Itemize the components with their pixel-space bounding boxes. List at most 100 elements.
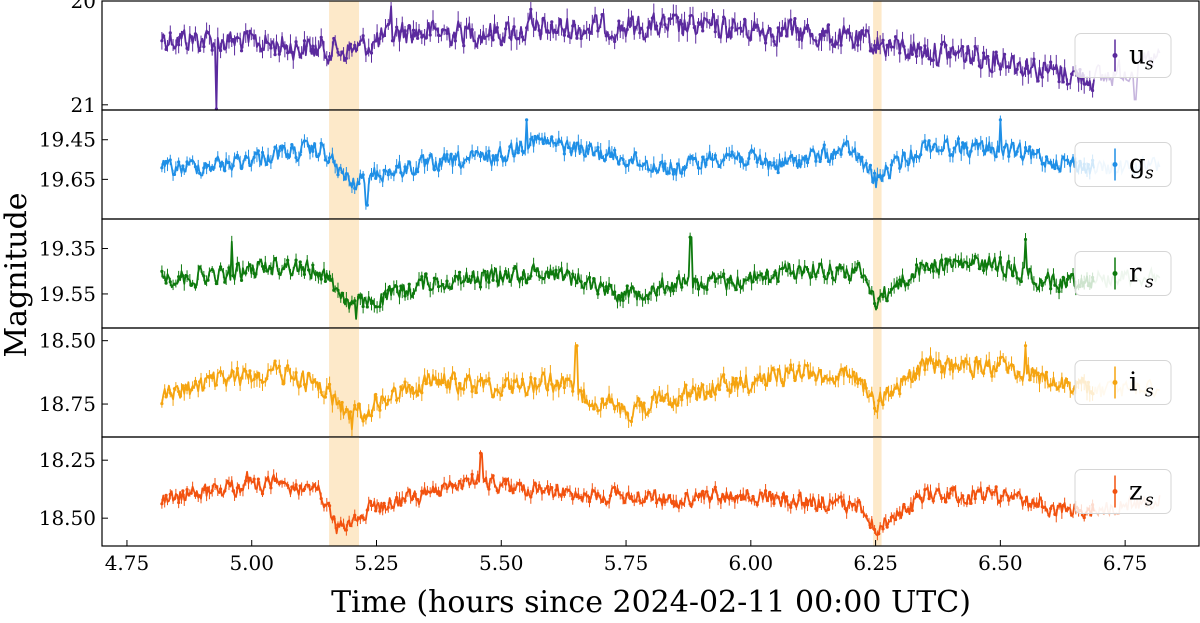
data-point: [445, 385, 449, 389]
data-point: [696, 166, 701, 170]
shaded-interval-1: [329, 110, 360, 219]
data-point: [281, 267, 286, 271]
data-point: [386, 505, 390, 510]
data-point: [893, 284, 898, 288]
data-point: [868, 525, 873, 530]
data-point: [198, 171, 202, 175]
data-point: [374, 176, 378, 180]
data-point: [327, 156, 332, 160]
data-point: [587, 30, 592, 34]
data-point: [835, 42, 839, 46]
data-point: [579, 495, 583, 500]
light-curve-i: [161, 344, 1095, 431]
data-point: [822, 505, 826, 509]
data-point: [554, 488, 558, 492]
data-point: [1011, 363, 1015, 368]
data-point: [944, 139, 948, 143]
data-point: [944, 500, 948, 504]
data-point: [281, 144, 286, 149]
data-point: [998, 67, 1002, 71]
data-point: [428, 381, 432, 385]
data-point: [365, 414, 369, 418]
data-point: [613, 485, 617, 490]
data-point: [814, 274, 818, 279]
data-point: [416, 170, 420, 174]
data-point: [1028, 502, 1032, 506]
data-point: [483, 479, 487, 483]
legend-dot: [1112, 489, 1118, 494]
y-tick-label: 19.45: [39, 128, 96, 152]
data-point: [696, 287, 701, 291]
data-point: [185, 46, 189, 50]
data-point: [177, 500, 181, 505]
data-point: [680, 22, 684, 26]
data-point: [571, 497, 575, 501]
data-point: [172, 172, 177, 177]
data-point: [462, 279, 466, 283]
data-point: [814, 39, 818, 43]
data-point: [525, 393, 529, 397]
data-point: [231, 274, 235, 278]
data-point: [474, 390, 478, 395]
data-point: [210, 165, 214, 169]
data-point: [571, 272, 575, 276]
data-point: [218, 48, 223, 53]
data-point: [713, 153, 717, 158]
data-point: [504, 482, 508, 486]
data-point: [177, 389, 181, 394]
data-point: [902, 279, 906, 284]
data-point: [487, 149, 491, 153]
data-point: [872, 527, 877, 532]
data-point: [281, 480, 286, 485]
data-point: [399, 503, 403, 507]
data-point: [307, 483, 311, 487]
data-point: [965, 146, 969, 150]
data-point: [671, 289, 675, 293]
data-point: [382, 168, 386, 172]
data-point: [654, 293, 659, 297]
data-point: [961, 359, 965, 363]
data-point: [801, 156, 805, 160]
data-point: [600, 499, 604, 503]
data-point: [399, 29, 403, 33]
data-point: [1053, 66, 1057, 70]
data-point: [768, 27, 772, 31]
data-point: [734, 287, 738, 292]
data-point: [956, 50, 961, 54]
data-point: [596, 145, 600, 150]
data-point: [218, 265, 223, 269]
data-point: [973, 360, 977, 364]
data-point: [189, 283, 193, 288]
data-point: [969, 61, 973, 65]
data-point: [445, 279, 449, 283]
data-point: [847, 277, 852, 282]
data-point: [646, 490, 650, 495]
data-point: [885, 43, 889, 47]
data-point: [889, 45, 893, 49]
data-point: [210, 267, 214, 272]
data-point: [864, 161, 868, 166]
data-point: [340, 523, 344, 527]
panel-frame-u: [101, 0, 1200, 111]
data-point: [696, 386, 701, 391]
data-point: [386, 398, 390, 402]
data-point: [533, 377, 537, 381]
data-point: [965, 501, 969, 505]
data-point: [780, 495, 784, 500]
x-tick-label: 6.50: [978, 551, 1023, 575]
data-point: [667, 494, 671, 498]
data-point: [256, 371, 260, 375]
data-point: [948, 491, 952, 496]
panel-u: 20 21 u s: [71, 0, 1200, 117]
data-point: [353, 299, 357, 303]
data-point: [533, 268, 537, 273]
data-point: [722, 15, 726, 19]
data-point: [323, 55, 327, 59]
data-point: [852, 370, 856, 374]
data-point: [881, 174, 885, 178]
data-point: [818, 159, 822, 164]
data-point: [600, 397, 604, 401]
data-point: [818, 368, 822, 373]
data-point: [369, 51, 374, 55]
panel-i: 18.50 18.75 i s: [39, 327, 1200, 438]
